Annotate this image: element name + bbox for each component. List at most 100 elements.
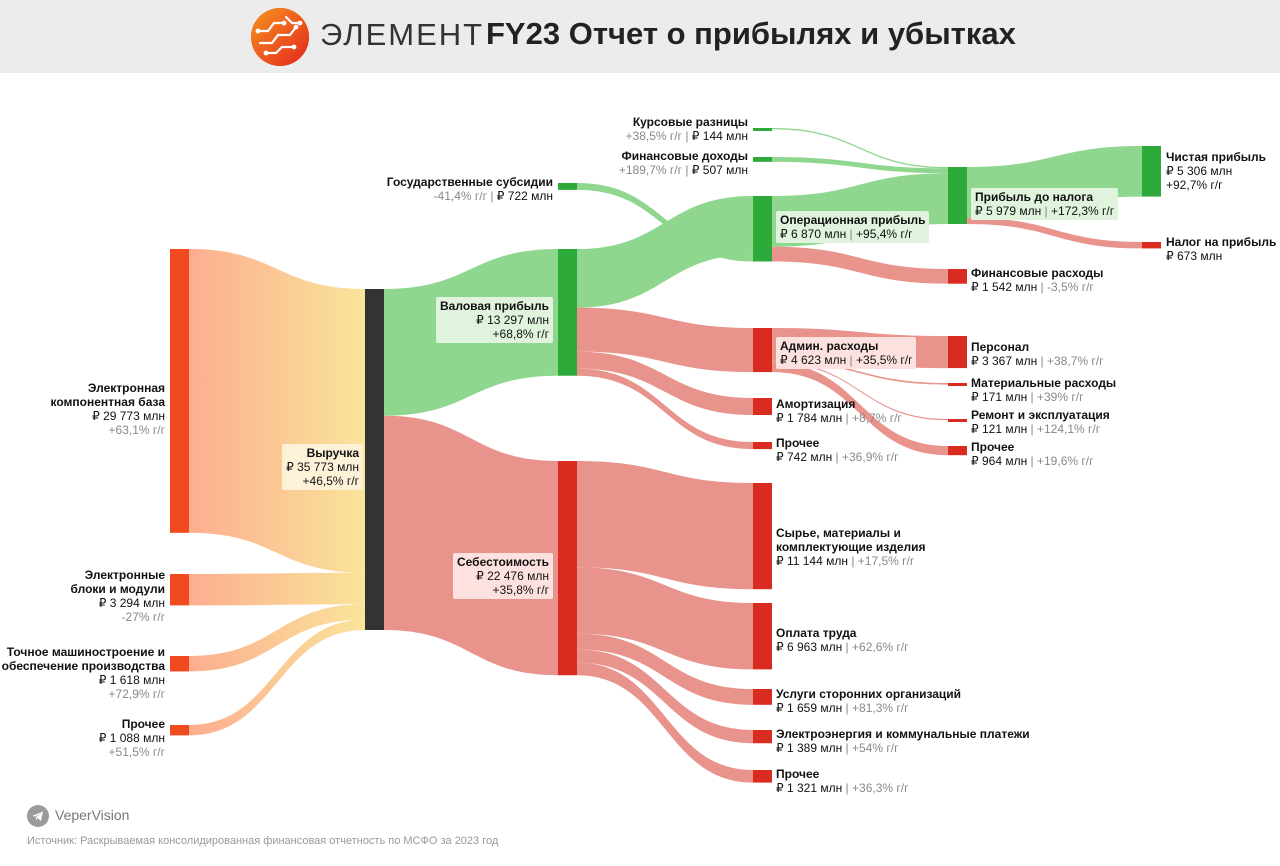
label-adm-value: ₽ 4 623 млн | +35,5% г/г bbox=[780, 353, 913, 367]
flow-cogs-to-svc bbox=[577, 633, 753, 705]
node-staff bbox=[948, 336, 967, 369]
label-op: Операционная прибыль ₽ 6 870 млн | +95,4%… bbox=[776, 211, 930, 243]
element-logo-icon bbox=[251, 8, 309, 66]
label-ecb-name: Электронная bbox=[87, 381, 165, 395]
flow-gp-to-op bbox=[577, 196, 753, 308]
label-svc-name: Услуги сторонних организаций bbox=[776, 687, 962, 701]
telegram-icon bbox=[27, 805, 49, 827]
label-rev: Выручка ₽ 35 773 млн +46,5% г/г bbox=[282, 444, 363, 490]
label-cogs: Себестоимость ₽ 22 476 млн +35,8% г/г bbox=[452, 553, 553, 599]
node-gov bbox=[558, 183, 577, 190]
label-mat: Материальные расходы ₽ 171 млн | +39% г/г bbox=[971, 376, 1116, 404]
label-net-value: ₽ 5 306 млн bbox=[1166, 164, 1233, 178]
node-repair bbox=[948, 419, 967, 422]
node-ebm bbox=[170, 574, 189, 606]
flow-gp-to-oth_op bbox=[577, 368, 753, 450]
flow-cogs-to-oth_cogs bbox=[577, 662, 753, 783]
flow-tmo-to-rev bbox=[189, 604, 365, 672]
label-fin_inc-value: +189,7% г/г | ₽ 507 млн bbox=[618, 163, 748, 177]
label-fin_exp-value: ₽ 1 542 млн | -3,5% г/г bbox=[971, 280, 1094, 294]
label-oth_in-name: Прочее bbox=[121, 717, 165, 731]
flow-adm-to-repair bbox=[772, 361, 948, 421]
label-oth_in-growth: +51,5% г/г bbox=[108, 745, 165, 759]
label-gp: Валовая прибыль ₽ 13 297 млн +68,8% г/г bbox=[436, 297, 553, 343]
header-bar: ЭЛЕМЕНТ FY23 Отчет о прибылях и убытках bbox=[0, 0, 1280, 73]
label-adm: Админ. расходы ₽ 4 623 млн | +35,5% г/г bbox=[776, 337, 917, 369]
label-tax-name: Налог на прибыль bbox=[1166, 235, 1277, 249]
label-tax: Налог на прибыль ₽ 673 млн bbox=[1166, 235, 1276, 263]
node-raw bbox=[753, 483, 772, 590]
label-amort-name: Амортизация bbox=[776, 397, 856, 411]
label-gov-name: Государственные субсидии bbox=[386, 175, 553, 189]
node-net bbox=[1142, 146, 1161, 197]
label-tmo-name: обеспечение производства bbox=[1, 659, 165, 673]
label-labor-name: Оплата труда bbox=[776, 626, 857, 640]
label-raw-value: ₽ 11 144 млн | +17,5% г/г bbox=[776, 554, 915, 568]
label-pbt: Прибыль до налога ₽ 5 979 млн | +172,3% г… bbox=[971, 188, 1119, 220]
label-gov-value: -41,4% г/г | ₽ 722 млн bbox=[433, 189, 553, 203]
label-tmo: Точное машиностроение и обеспечение произ… bbox=[2, 645, 165, 701]
label-oth_in: Прочее ₽ 1 088 млн +51,5% г/г bbox=[99, 717, 165, 759]
label-op-value: ₽ 6 870 млн | +95,4% г/г bbox=[780, 227, 913, 241]
label-net-growth: +92,7% г/г bbox=[1166, 178, 1223, 192]
label-util-value: ₽ 1 389 млн | +54% г/г bbox=[776, 741, 899, 755]
label-mat-name: Материальные расходы bbox=[971, 376, 1117, 390]
label-raw-name: Сырье, материалы и bbox=[776, 526, 901, 540]
label-gp-value: ₽ 13 297 млн bbox=[476, 313, 549, 327]
node-util bbox=[753, 730, 772, 744]
label-rev-value: ₽ 35 773 млн bbox=[286, 460, 359, 474]
label-ecb-value: ₽ 29 773 млн bbox=[92, 409, 165, 423]
label-pbt-value: ₽ 5 979 млн | +172,3% г/г bbox=[975, 204, 1115, 218]
flow-gp-to-amort bbox=[577, 351, 753, 416]
node-fx bbox=[753, 128, 772, 131]
label-op-name: Операционная прибыль bbox=[780, 213, 926, 227]
node-ecb bbox=[170, 249, 189, 533]
label-util-name: Электроэнергия и коммунальные платежи bbox=[776, 727, 1030, 741]
node-svc bbox=[753, 689, 772, 705]
label-oth_op: Прочее ₽ 742 млн | +36,9% г/г bbox=[776, 436, 898, 464]
flow-ecb-to-rev bbox=[189, 249, 365, 573]
brand-name: ЭЛЕМЕНТ bbox=[320, 17, 485, 52]
page-title: FY23 Отчет о прибылях и убытках bbox=[486, 16, 1016, 51]
flow-cogs-to-util bbox=[577, 649, 753, 744]
label-ebm-growth: -27% г/г bbox=[121, 610, 165, 624]
node-gp bbox=[558, 249, 577, 376]
footer-brand-label: VeperVision bbox=[55, 807, 130, 823]
label-cogs-name: Себестоимость bbox=[456, 555, 549, 569]
node-oth_cogs bbox=[753, 770, 772, 783]
label-gov: Государственные субсидии -41,4% г/г | ₽ 7… bbox=[387, 175, 553, 203]
label-oth_cogs-value: ₽ 1 321 млн | +36,3% г/г bbox=[776, 781, 909, 795]
source-note: Источник: Раскрываемая консолидированная… bbox=[27, 835, 499, 847]
label-ebm-name: Электронные bbox=[84, 568, 165, 582]
label-oth_in-value: ₽ 1 088 млн bbox=[98, 731, 165, 745]
label-tmo-growth: +72,9% г/г bbox=[108, 687, 165, 701]
label-tmo-name: Точное машиностроение и bbox=[6, 645, 165, 659]
node-oth_adm bbox=[948, 446, 967, 456]
label-ebm-value: ₽ 3 294 млн bbox=[98, 596, 165, 610]
label-repair: Ремонт и эксплуатация ₽ 121 млн | +124,1%… bbox=[971, 408, 1110, 436]
node-pbt bbox=[948, 167, 967, 224]
flow-rev-to-cogs bbox=[384, 415, 558, 676]
label-oth_cogs: Прочее ₽ 1 321 млн | +36,3% г/г bbox=[776, 767, 908, 795]
label-staff: Персонал ₽ 3 367 млн | +38,7% г/г bbox=[971, 340, 1103, 368]
node-adm bbox=[753, 328, 772, 373]
flow-ebm-to-rev bbox=[189, 572, 365, 606]
label-fin_exp-name: Финансовые расходы bbox=[971, 266, 1104, 280]
label-util: Электроэнергия и коммунальные платежи ₽ 1… bbox=[776, 727, 1030, 755]
label-ebm-name: блоки и модули bbox=[70, 582, 165, 596]
node-rev bbox=[365, 289, 384, 630]
label-oth_adm-value: ₽ 964 млн | +19,6% г/г bbox=[971, 454, 1094, 468]
flow-fx-to-pbt bbox=[772, 128, 948, 169]
label-cogs-growth: +35,8% г/г bbox=[492, 583, 549, 597]
node-mat bbox=[948, 383, 967, 386]
node-amort bbox=[753, 398, 772, 416]
label-fin_exp: Финансовые расходы ₽ 1 542 млн | -3,5% г/… bbox=[971, 266, 1103, 294]
node-cogs bbox=[558, 461, 577, 676]
label-mat-value: ₽ 171 млн | +39% г/г bbox=[971, 390, 1084, 404]
flow-pbt-to-tax bbox=[967, 217, 1142, 249]
flow-adm-to-mat bbox=[772, 360, 948, 385]
flow-gov-to-op bbox=[577, 183, 753, 262]
flow-gp-to-adm bbox=[577, 307, 753, 373]
label-svc-value: ₽ 1 659 млн | +81,3% г/г bbox=[776, 701, 909, 715]
label-rev-name: Выручка bbox=[306, 446, 359, 460]
